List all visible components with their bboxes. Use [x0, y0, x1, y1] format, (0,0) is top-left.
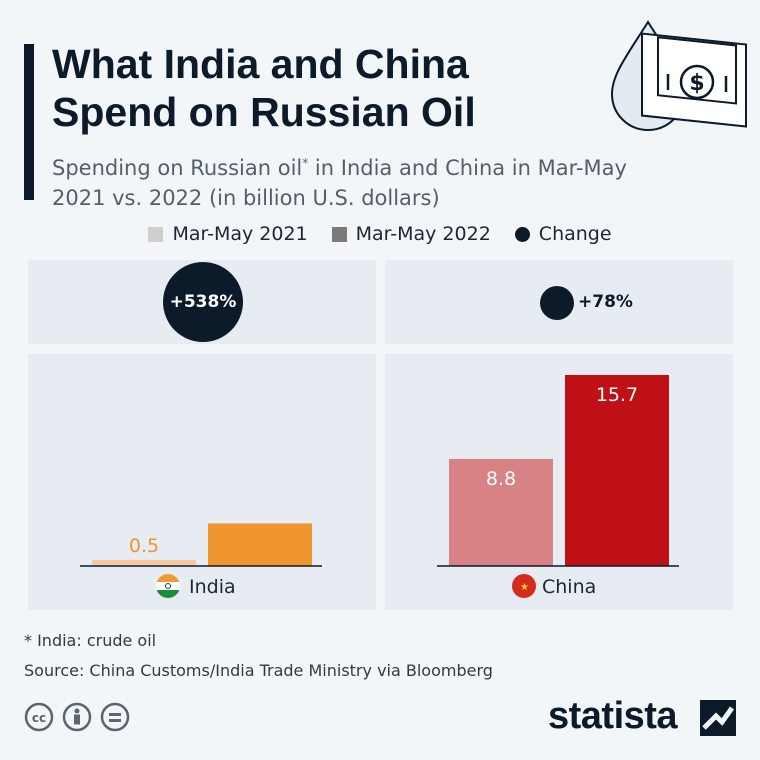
subtitle-line-1-rest: in India and China in Mar-May	[308, 156, 627, 180]
value-label-india-2022: 3.5	[245, 532, 275, 554]
china-bar-panel	[385, 354, 733, 610]
legend-label-2022: Mar-May 2022	[355, 223, 491, 245]
svg-text:cc: cc	[32, 711, 46, 725]
bar-india-2022	[208, 523, 312, 566]
china-change-label: +78%	[578, 292, 633, 312]
svg-text:★: ★	[520, 582, 529, 593]
legend-item-2022: Mar-May 2022	[331, 223, 491, 245]
chart-legend: Mar-May 2021 Mar-May 2022 Change	[0, 220, 760, 248]
legend-label-change: Change	[538, 223, 612, 245]
footnote: * India: crude oil Source: China Customs…	[24, 626, 493, 686]
bar-china-2021	[449, 458, 553, 566]
bar-india-2021	[92, 559, 196, 566]
attribution-icon	[62, 702, 92, 732]
china-change-bubble	[540, 286, 574, 320]
india-bar-panel	[28, 354, 376, 610]
cc-icon: cc	[24, 702, 54, 732]
bar-china-2022	[565, 375, 669, 566]
india-flag-icon	[156, 574, 180, 598]
value-label-china-2022: 15.7	[596, 384, 638, 406]
statista-logo-icon	[700, 700, 736, 736]
legend-swatch-2022	[331, 226, 347, 242]
legend-label-2021: Mar-May 2021	[172, 223, 308, 245]
license-icons: cc	[24, 702, 130, 732]
legend-swatch-2021	[148, 226, 164, 242]
title-accent-bar	[24, 44, 34, 200]
title-line-2: Spend on Russian Oil	[52, 89, 476, 135]
value-label-china-2021: 8.8	[486, 468, 516, 490]
page-title: What India and China Spend on Russian Oi…	[52, 40, 612, 136]
legend-item-change: Change	[514, 223, 612, 245]
legend-item-2021: Mar-May 2021	[148, 223, 308, 245]
subtitle: Spending on Russian oil* in India and Ch…	[52, 148, 732, 213]
legend-swatch-change	[514, 226, 530, 242]
india-category-label: India	[189, 576, 236, 598]
china-flag-icon: ★	[512, 574, 536, 598]
subtitle-asterisk: *	[302, 156, 309, 170]
footnote-note: * India: crude oil	[24, 631, 157, 650]
oil-drop-money-icon: $	[610, 20, 747, 132]
statista-logo-text: statista	[548, 695, 678, 737]
svg-text:$: $	[689, 71, 704, 96]
no-derivatives-icon	[100, 702, 130, 732]
subtitle-line-1: Spending on Russian oil	[52, 156, 303, 180]
india-change-bubble: +538%	[163, 262, 243, 342]
value-label-india-2021: 0.5	[129, 535, 159, 557]
footnote-source: Source: China Customs/India Trade Minist…	[24, 661, 493, 680]
india-change-label: +538%	[169, 292, 237, 312]
china-category-label: China	[542, 576, 596, 598]
title-line-1: What India and China	[52, 41, 469, 87]
subtitle-line-2: 2021 vs. 2022 (in billion U.S. dollars)	[52, 186, 440, 210]
